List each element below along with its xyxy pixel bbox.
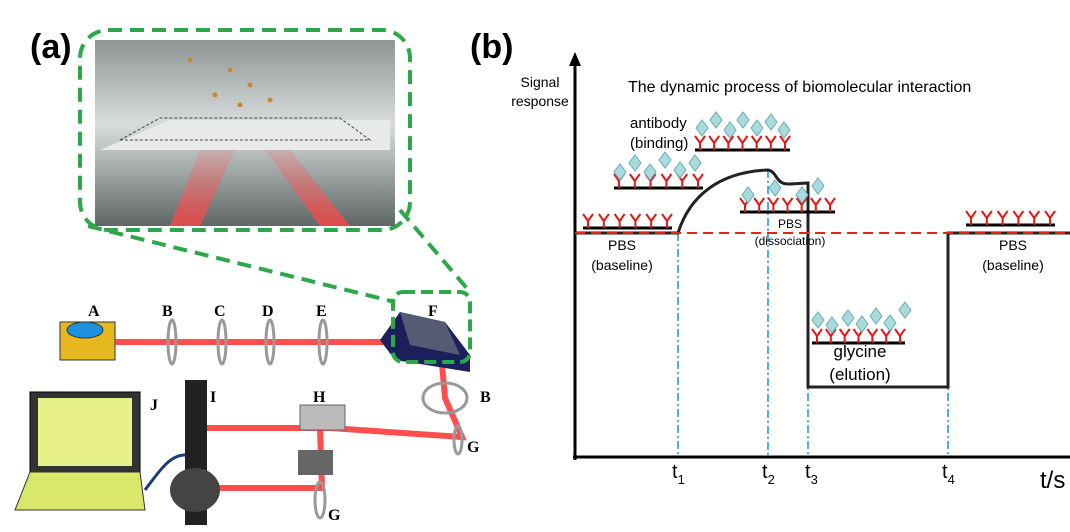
time-sub: 1: [678, 472, 685, 487]
antibody: [895, 329, 905, 343]
time-sub: 4: [948, 472, 955, 487]
component-label: J: [150, 397, 158, 414]
antibody: [583, 214, 593, 228]
antigen: [884, 315, 896, 331]
antigen: [689, 155, 701, 171]
antigen: [742, 187, 754, 203]
antigen: [856, 316, 868, 332]
antibody: [599, 214, 609, 228]
stage-label: (baseline): [591, 257, 652, 273]
component-label: H: [313, 389, 326, 406]
stage-label: antibody: [630, 115, 687, 132]
stage-label: glycine: [834, 342, 887, 361]
antibody: [982, 211, 992, 225]
y-axis-label: Signal: [521, 74, 560, 90]
antibody: [646, 214, 656, 228]
component-label: I: [210, 389, 216, 406]
antibody: [783, 198, 793, 212]
stage-label: PBS: [778, 217, 802, 231]
panel-a-art: [15, 30, 470, 525]
component-label: F: [428, 303, 438, 320]
figure: (a) A B C D E F B G H I J G (b) The dynamic process…: [0, 0, 1070, 532]
antibody: [754, 198, 764, 212]
time-sub: 3: [811, 472, 818, 487]
antigen: [812, 178, 824, 194]
antibody: [1029, 211, 1039, 225]
component-label: D: [262, 303, 274, 320]
stage-label: PBS: [999, 237, 1027, 253]
antigen: [629, 155, 641, 171]
antigen: [696, 120, 708, 136]
antibody: [780, 136, 790, 150]
antibody: [998, 211, 1008, 225]
antigen: [751, 120, 763, 136]
component-label: E: [316, 303, 327, 320]
antibody: [766, 136, 776, 150]
stage-label: PBS: [608, 237, 636, 253]
antibody: [768, 198, 778, 212]
panel-label: (b): [470, 28, 513, 66]
panel-b-art: [569, 52, 1070, 460]
antigen: [812, 312, 824, 328]
stage-label: (baseline): [982, 257, 1043, 273]
antibody: [630, 174, 640, 188]
antibody: [661, 174, 671, 188]
antibody: [812, 329, 822, 343]
panel-label: (a): [30, 28, 72, 66]
antibody: [811, 198, 821, 212]
x-axis-label: t/s: [1040, 467, 1065, 494]
component-label: B: [162, 303, 173, 320]
antibody: [840, 329, 850, 343]
time-mark: t3: [805, 461, 818, 487]
antigen: [899, 302, 911, 318]
antibody: [709, 136, 719, 150]
antibody: [966, 211, 976, 225]
antigen: [842, 310, 854, 326]
antigen: [737, 112, 749, 128]
component-label: A: [88, 303, 100, 320]
antibody: [695, 136, 705, 150]
antibody: [1013, 211, 1023, 225]
component-label: B: [480, 389, 491, 406]
antigen: [724, 122, 736, 138]
time-mark: t4: [942, 461, 955, 487]
antibody: [723, 136, 733, 150]
antibody: [693, 174, 703, 188]
component-label: C: [214, 303, 226, 320]
antibody: [738, 136, 748, 150]
time-mark: t2: [762, 461, 775, 487]
antigen: [710, 112, 722, 128]
antibody: [615, 214, 625, 228]
stage-label: (dissociation): [755, 234, 826, 248]
antigen: [674, 162, 686, 178]
y-axis-label: response: [511, 93, 569, 109]
antibody: [630, 214, 640, 228]
antibody: [752, 136, 762, 150]
antibody: [662, 214, 672, 228]
antigen: [765, 114, 777, 130]
antigen: [870, 308, 882, 324]
component-label: G: [328, 507, 341, 524]
stage-label: (binding): [630, 135, 688, 152]
antibody: [825, 198, 835, 212]
antigen: [778, 122, 790, 138]
time-sub: 2: [768, 472, 775, 487]
antigen: [659, 152, 671, 168]
chart-title: The dynamic process of biomolecular inte…: [628, 79, 971, 96]
antibody: [867, 329, 877, 343]
antibody: [1045, 211, 1055, 225]
stage-label: (elution): [829, 365, 890, 384]
component-label: G: [467, 439, 480, 456]
time-mark: t1: [672, 461, 685, 487]
